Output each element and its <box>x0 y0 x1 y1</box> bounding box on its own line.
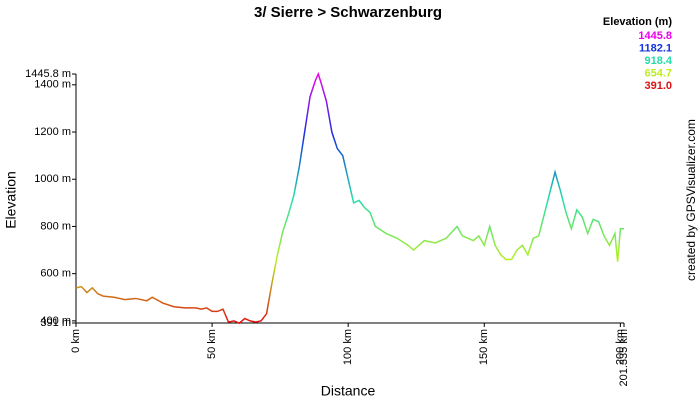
legend-item: 654.7 <box>644 67 672 79</box>
chart-title: 3/ Sierre > Schwarzenburg <box>254 4 442 21</box>
legend-item: 918.4 <box>644 55 672 67</box>
credit: created by GPSVisualizer.com <box>684 119 698 281</box>
legend-item: 1182.1 <box>639 42 672 54</box>
x-tick-label: 100 km <box>342 329 354 365</box>
x-tick-label: 150 km <box>478 329 490 365</box>
y-tick-label: 800 m <box>40 220 71 232</box>
x-tick-label: 201.335 km <box>618 329 630 386</box>
y-tick-label: 600 m <box>40 268 71 280</box>
y-axis-label: Elevation <box>3 171 19 229</box>
legend-item: 1445.8 <box>638 30 672 42</box>
legend-title: Elevation (m) <box>603 16 672 28</box>
elevation-line <box>75 71 624 325</box>
y-tick-label: 400 m <box>40 315 71 327</box>
x-tick-label: 50 km <box>206 329 218 359</box>
y-tick-label: 1400 m <box>34 79 71 91</box>
y-tick-label: 1200 m <box>34 126 71 138</box>
y-tick-label: 391 m <box>40 317 71 329</box>
x-tick-label: 0 km <box>70 329 82 353</box>
legend-item: 391.0 <box>644 80 672 92</box>
y-tick-label: 1000 m <box>34 173 71 185</box>
y-tick-label: 1445.8 m <box>25 68 71 80</box>
x-axis-label: Distance <box>321 383 376 399</box>
x-tick-label: 200 km <box>614 329 626 365</box>
